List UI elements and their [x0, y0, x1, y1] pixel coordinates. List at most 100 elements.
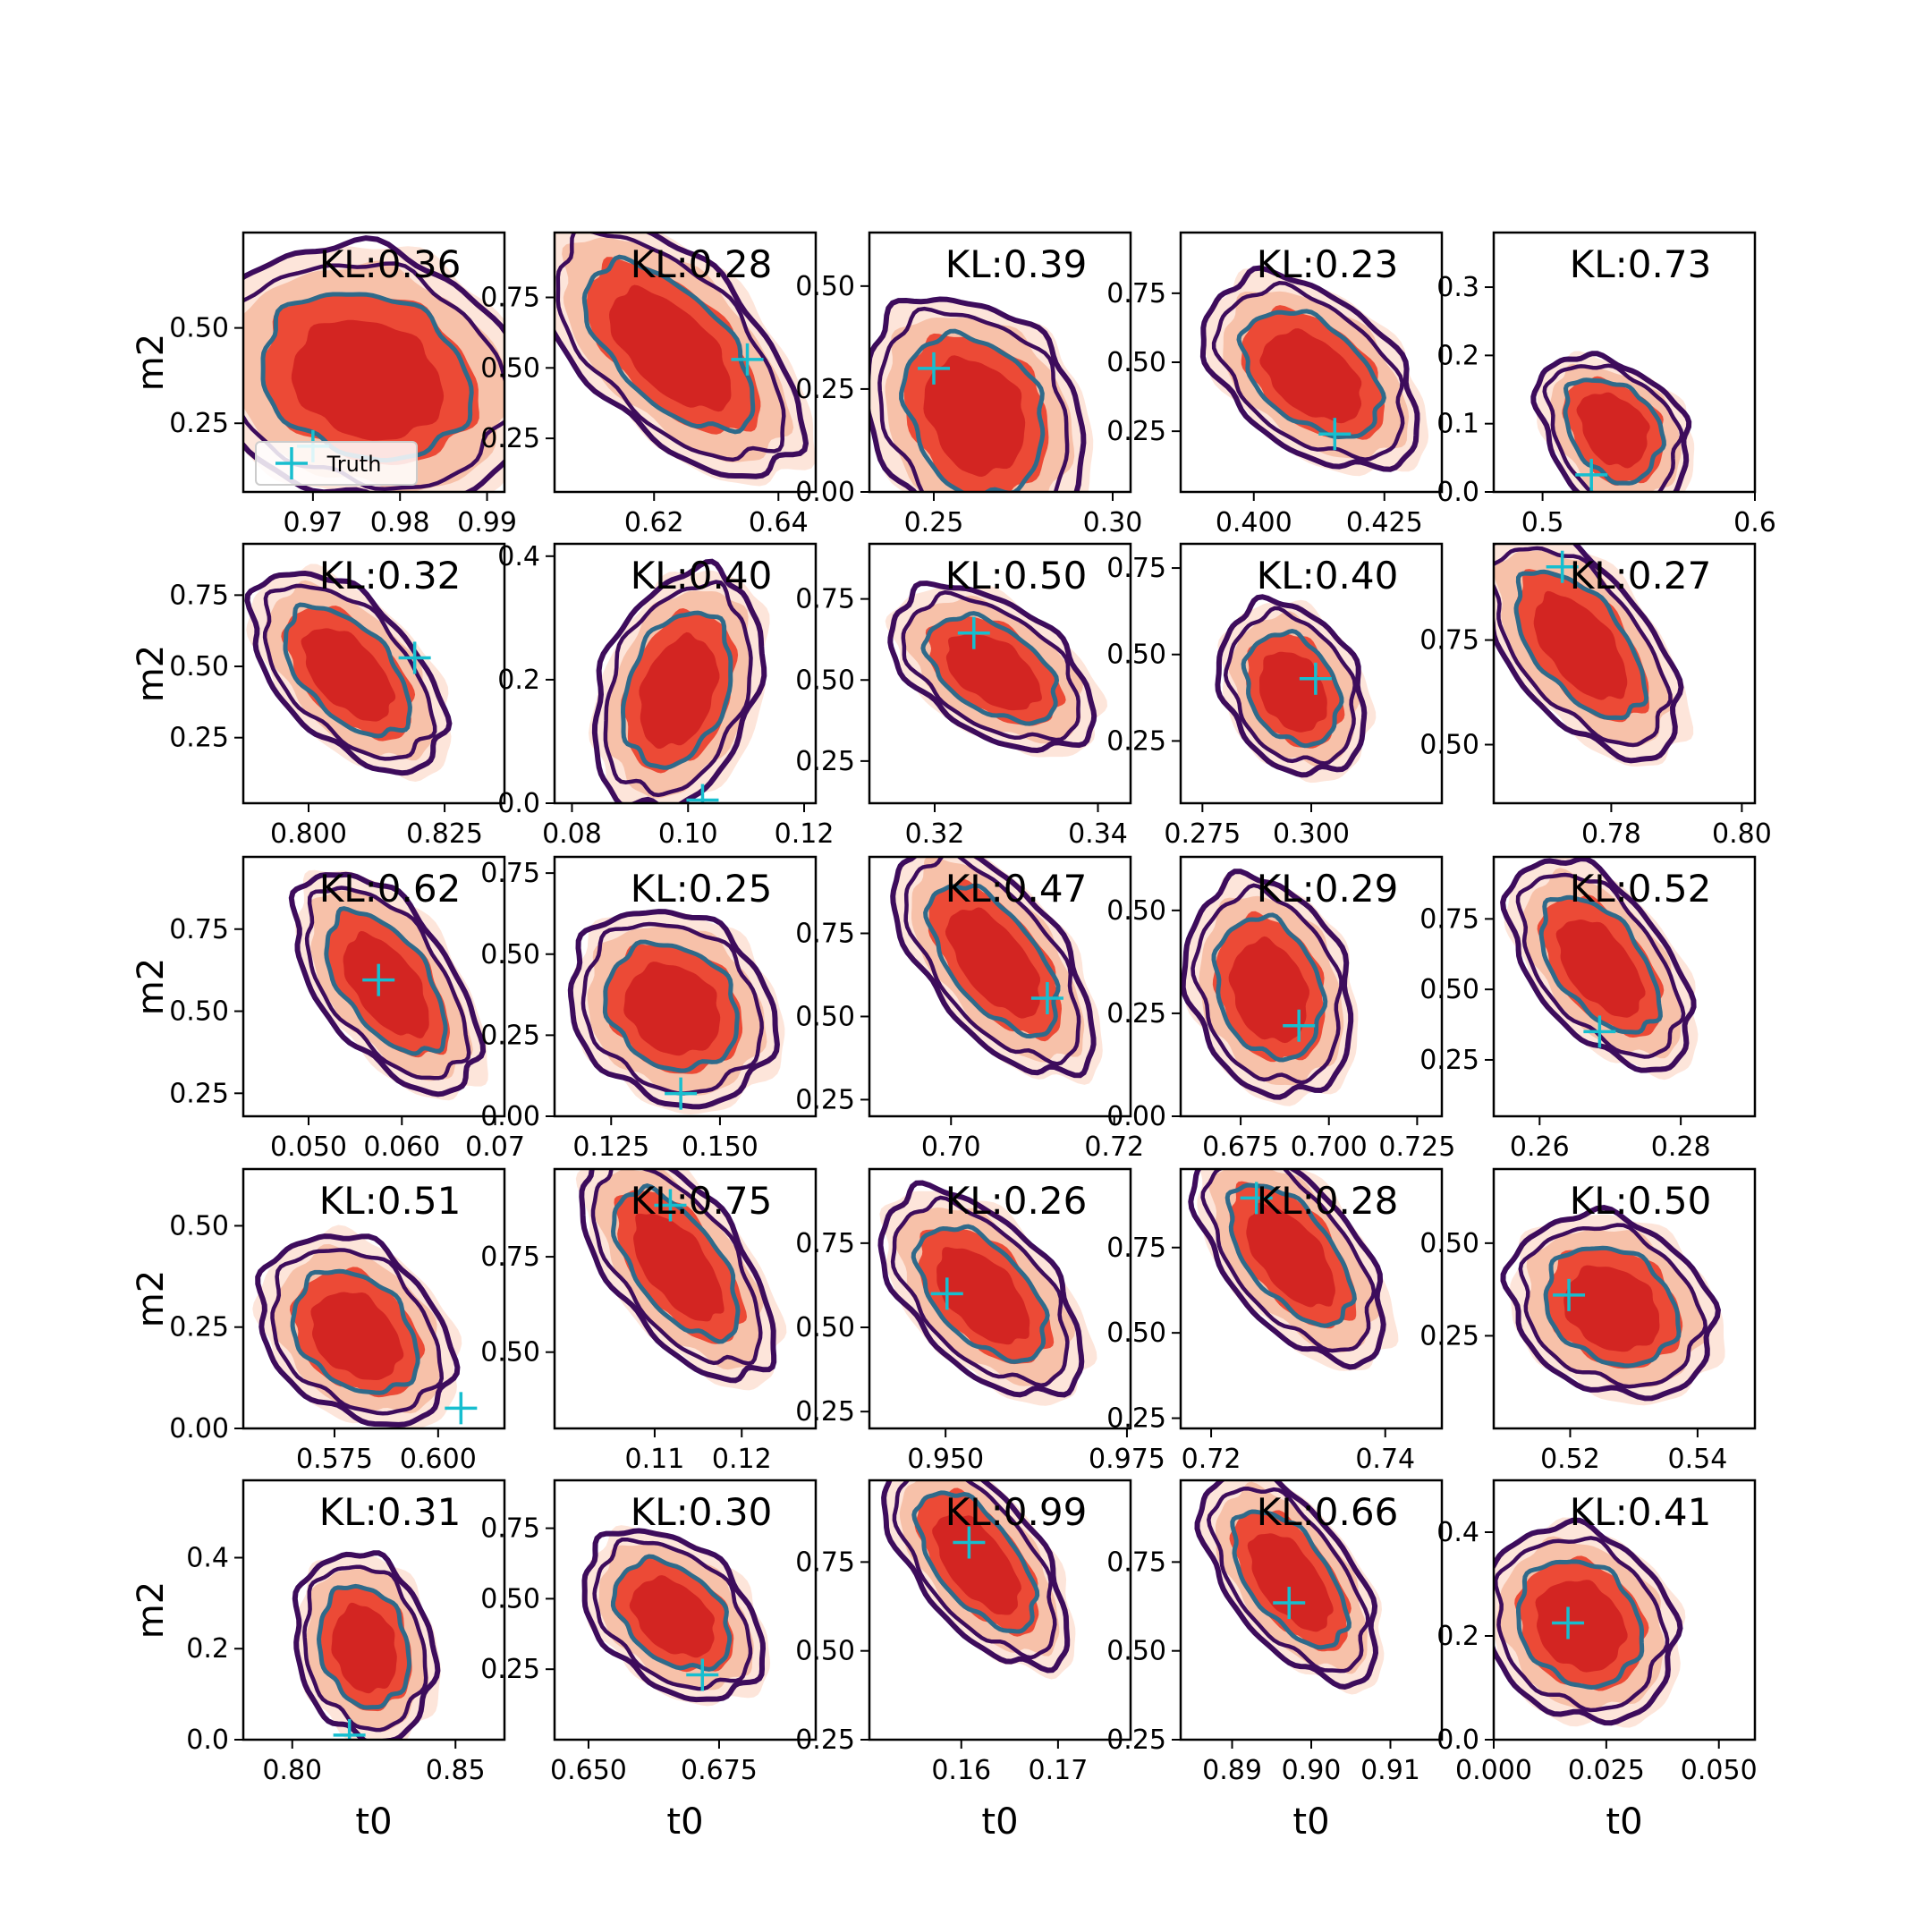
truth-marker [930, 1277, 963, 1310]
legend: Truth [255, 441, 418, 486]
truth-marker [731, 343, 764, 376]
x-tick-label: 0.150 [682, 1131, 758, 1163]
truth-marker [1583, 1015, 1616, 1048]
contour-line-outer [591, 558, 767, 803]
fill-core [343, 930, 429, 1038]
contours [575, 1169, 787, 1391]
y-tick-label: 0.0 [1436, 1724, 1479, 1756]
x-tick-label: 0.85 [426, 1755, 486, 1786]
y-tick-label: 0.0 [1436, 477, 1479, 508]
kl-label: KL:0.73 [1570, 242, 1712, 286]
contour-line-mid [1200, 1169, 1377, 1353]
y-tick-label: 0.75 [795, 919, 855, 950]
truth-marker [1552, 1606, 1585, 1640]
contour-line-mid [890, 1195, 1070, 1388]
y-tick-label: 0.75 [1106, 1546, 1166, 1578]
axes-frame [1492, 231, 1757, 494]
fill-core [310, 1292, 404, 1380]
x-tick-label: 0.275 [1164, 818, 1241, 850]
kl-prefix: KL: [1570, 554, 1628, 597]
kl-label: KL:0.26 [945, 1179, 1088, 1223]
kl-prefix: KL: [319, 1490, 377, 1534]
truth-marker [362, 963, 395, 996]
y-tick-label: 0.50 [1106, 347, 1166, 378]
fill-core [639, 631, 720, 749]
x-tick-label: 0.72 [1084, 1131, 1144, 1163]
fill-core [923, 355, 1026, 477]
kl-label: KL:0.27 [1570, 554, 1712, 597]
kl-label: KL:0.32 [319, 554, 462, 597]
contour-line-outer [1530, 351, 1692, 492]
axes-frame [1179, 1167, 1444, 1430]
x-tick-label: 0.6 [1733, 507, 1776, 538]
y-tick-label: 0.50 [480, 1583, 540, 1614]
contour-line-mid [270, 1248, 445, 1416]
contour-line-outer [555, 233, 809, 479]
contour-line-outer [288, 871, 487, 1097]
x-tick-label: 0.99 [457, 507, 517, 538]
x-tick-label: 0.950 [907, 1444, 984, 1475]
kl-value: 0.28 [689, 242, 773, 286]
contours [1494, 544, 1694, 767]
y-tick-label: 0.25 [169, 1312, 229, 1343]
fill-core [1259, 328, 1362, 424]
fill-core [1535, 1580, 1628, 1673]
kl-label: KL:0.40 [631, 554, 773, 597]
x-tick-label: 0.16 [931, 1755, 991, 1786]
kl-prefix: KL: [1570, 1490, 1628, 1534]
y-tick-label: 0.25 [1106, 998, 1166, 1030]
fill-core [301, 628, 396, 722]
axes-frame [1492, 1479, 1757, 1741]
fill-core [1247, 1533, 1334, 1632]
x-tick-label: 0.80 [262, 1755, 322, 1786]
y-tick-label: 0.50 [1106, 640, 1166, 671]
y-tick-label: 0.50 [480, 939, 540, 970]
y-tick-label: 0.75 [169, 580, 229, 611]
y-tick-label: 0.25 [169, 723, 229, 754]
fill-core [629, 1575, 715, 1658]
fill-core [609, 284, 732, 412]
panel-9: 0.275 0.300 0.25 0.50 0.75 KL:0.40 [1106, 542, 1444, 850]
y-tick-label: 0.50 [480, 1337, 540, 1368]
y-tick-label: 0.25 [1106, 1724, 1166, 1756]
x-tick-label: 0.800 [270, 818, 347, 850]
y-tick-label: 0.75 [1106, 1233, 1166, 1264]
x-tick-label: 0.90 [1282, 1755, 1342, 1786]
x-tick-label: 0.34 [1068, 818, 1128, 850]
fill-core [1563, 1265, 1660, 1352]
kl-value: 0.39 [1004, 242, 1088, 286]
kl-value: 0.75 [689, 1179, 773, 1223]
y-tick-label: 0.50 [795, 1312, 855, 1343]
contours [288, 869, 488, 1101]
x-axis-label: t0 [1292, 1801, 1329, 1843]
contour-line-inner [290, 1268, 420, 1395]
contour-line-inner [1211, 912, 1328, 1063]
truth-marker [1283, 1009, 1316, 1042]
x-tick-label: 0.12 [712, 1444, 772, 1475]
y-tick-label: 0.4 [497, 541, 540, 572]
y-tick-label: 0.50 [1419, 730, 1479, 761]
x-tick-label: 0.62 [624, 507, 684, 538]
y-tick-label: 0.25 [480, 1654, 540, 1685]
contours [1500, 857, 1699, 1080]
panel-18: 0.950 0.975 0.25 0.50 0.75 KL:0.26 [795, 1167, 1165, 1475]
x-tick-label: 0.11 [625, 1444, 685, 1475]
kl-label: KL:0.25 [631, 867, 773, 911]
panel-15: 0.26 0.28 0.25 0.50 0.75 KL:0.52 [1419, 855, 1757, 1163]
panel-24: 0.89 0.90 0.91 0.25 0.50 0.75 KL:0.66 t0 [1106, 1479, 1444, 1843]
contour-line-inner [620, 610, 733, 770]
y-tick-label: 0.25 [1106, 725, 1166, 757]
x-tick-label: 0.72 [1182, 1444, 1241, 1475]
contours [292, 1550, 441, 1740]
contour-line-outer [1188, 1169, 1386, 1370]
y-tick-label: 0.75 [795, 1228, 855, 1259]
contours [881, 1480, 1076, 1680]
kl-label: KL:0.28 [1257, 1179, 1399, 1223]
kl-prefix: KL: [1257, 242, 1315, 286]
fill-core [1246, 1202, 1335, 1308]
kl-prefix: KL: [319, 867, 377, 911]
y-tick-label: 0.25 [1106, 416, 1166, 447]
contour-line-inner [602, 939, 740, 1073]
x-tick-label: 0.300 [1273, 818, 1350, 850]
x-axis-label: t0 [981, 1801, 1018, 1843]
